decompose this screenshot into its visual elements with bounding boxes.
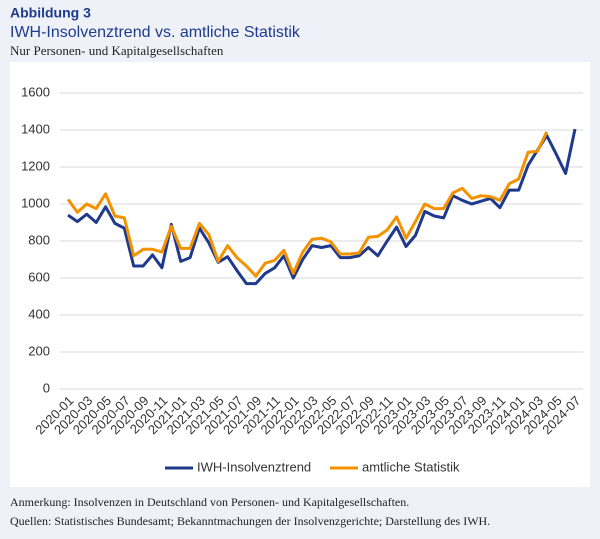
legend-label: IWH-Insolvenztrend bbox=[197, 459, 311, 474]
legend-label: amtliche Statistik bbox=[362, 459, 460, 474]
y-tick-label: 800 bbox=[28, 232, 50, 247]
chart-subtitle: Nur Personen- und Kapitalgesellschaften bbox=[10, 43, 224, 58]
plot-panel bbox=[10, 62, 590, 487]
y-tick-label: 1200 bbox=[21, 158, 50, 173]
note: Quellen: Statistisches Bundesamt; Bekann… bbox=[10, 514, 490, 528]
y-tick-label: 0 bbox=[43, 380, 50, 395]
figure-label: Abbildung 3 bbox=[10, 5, 91, 21]
y-tick-label: 200 bbox=[28, 343, 50, 358]
y-tick-label: 1400 bbox=[21, 121, 50, 136]
series-line bbox=[67, 128, 577, 286]
chart-title: IWH-Insolvenztrend vs. amtliche Statisti… bbox=[10, 24, 301, 41]
note: Anmerkung: Insolvenzen in Deutschland vo… bbox=[10, 495, 409, 509]
y-tick-label: 1000 bbox=[21, 195, 50, 210]
y-tick-label: 600 bbox=[28, 269, 50, 284]
series-line bbox=[66, 131, 549, 278]
y-tick-label: 1600 bbox=[21, 84, 50, 99]
y-tick-label: 400 bbox=[28, 306, 50, 321]
